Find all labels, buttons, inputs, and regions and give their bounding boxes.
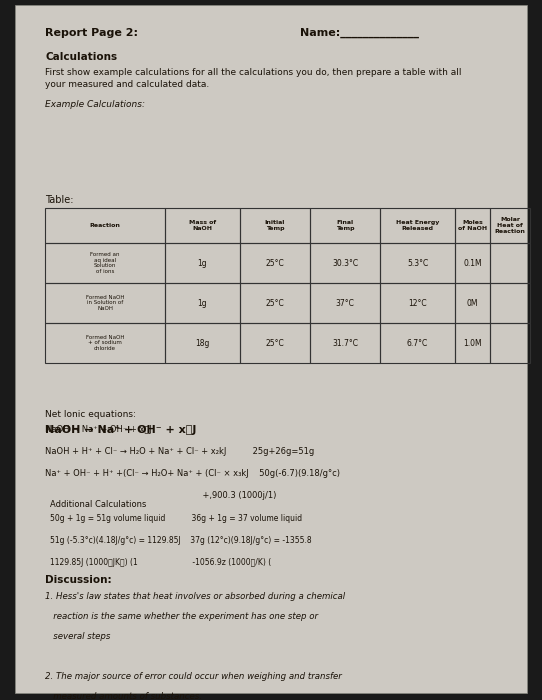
Bar <box>490 323 530 363</box>
Bar <box>45 243 165 283</box>
Text: 18g: 18g <box>195 339 210 347</box>
Bar <box>240 283 310 323</box>
Text: 0M: 0M <box>467 298 478 307</box>
Bar <box>490 283 530 323</box>
Text: Formed an
aq ideal
Solution
of ions: Formed an aq ideal Solution of ions <box>91 252 120 274</box>
Text: 0.1M: 0.1M <box>463 258 482 267</box>
Text: Table:: Table: <box>45 195 74 205</box>
Text: 1.0M: 1.0M <box>463 339 482 347</box>
Text: NaOH + H⁺ + Cl⁻ → H₂O + Na⁺ + Cl⁻ + x₂kJ          25g+26g=51g: NaOH + H⁺ + Cl⁻ → H₂O + Na⁺ + Cl⁻ + x₂kJ… <box>45 447 314 456</box>
Text: NaOH → Na⁺ + OH⁻ + xⰋJ: NaOH → Na⁺ + OH⁻ + xⰋJ <box>45 425 196 435</box>
Text: Additional Calculations: Additional Calculations <box>50 500 146 509</box>
Text: 30.3°C: 30.3°C <box>332 258 358 267</box>
Text: Example Calculations:: Example Calculations: <box>45 100 145 109</box>
Bar <box>455 323 490 363</box>
Bar <box>45 283 165 323</box>
Bar <box>310 243 380 283</box>
Bar <box>45 208 165 243</box>
Bar <box>490 208 530 243</box>
Text: 12°C: 12°C <box>408 298 427 307</box>
Bar <box>455 243 490 283</box>
Text: reaction is the same whether the experiment has one step or: reaction is the same whether the experim… <box>45 612 318 621</box>
Text: 1g: 1g <box>198 298 207 307</box>
Text: Molar
Heat of
Reaction: Molar Heat of Reaction <box>494 217 525 234</box>
Text: 1g: 1g <box>198 258 207 267</box>
Bar <box>380 283 455 323</box>
Bar <box>310 208 380 243</box>
Text: Reaction: Reaction <box>89 223 120 228</box>
Bar <box>380 323 455 363</box>
Bar <box>310 323 380 363</box>
Text: 25°C: 25°C <box>266 258 285 267</box>
Text: 37°C: 37°C <box>335 298 354 307</box>
Text: Na⁺ + OH⁻ + H⁺ +(Cl⁻ → H₂O+ Na⁺ + (Cl⁻ × x₃kJ    50g(-6.7)(9.18/g°c): Na⁺ + OH⁻ + H⁺ +(Cl⁻ → H₂O+ Na⁺ + (Cl⁻ ×… <box>45 469 340 478</box>
Text: several steps: several steps <box>45 632 111 641</box>
Text: Mass of
NaOH: Mass of NaOH <box>189 220 216 231</box>
Text: 50g + 1g = 51g volume liquid           36g + 1g = 37 volume liquid: 50g + 1g = 51g volume liquid 36g + 1g = … <box>50 514 302 523</box>
Text: Heat Energy
Released: Heat Energy Released <box>396 220 439 231</box>
Bar <box>240 323 310 363</box>
Text: 2. The major source of error could occur when weighing and transfer: 2. The major source of error could occur… <box>45 672 342 681</box>
Text: 1. Hess's law states that heat involves or absorbed during a chemical: 1. Hess's law states that heat involves … <box>45 592 345 601</box>
Text: 25°C: 25°C <box>266 298 285 307</box>
Bar <box>380 243 455 283</box>
Text: 51g (-5.3°c)(4.18J/g°c) = 1129.85J    37g (12°c)(9.18J/g°c) = -1355.8: 51g (-5.3°c)(4.18J/g°c) = 1129.85J 37g (… <box>50 536 312 545</box>
Bar <box>240 243 310 283</box>
Text: Calculations: Calculations <box>45 52 117 62</box>
Bar <box>455 208 490 243</box>
Text: Final
Temp: Final Temp <box>335 220 354 231</box>
Bar <box>455 283 490 323</box>
Bar <box>165 243 240 283</box>
Text: First show example calculations for all the calculations you do, then prepare a : First show example calculations for all … <box>45 68 461 77</box>
Bar <box>165 208 240 243</box>
Text: Initial
Temp: Initial Temp <box>265 220 285 231</box>
Text: 25°C: 25°C <box>266 339 285 347</box>
Text: 1129.85J (1000ⰋJKⰋ) (1                       -1056.9z (1000Ⰻ/K) (: 1129.85J (1000ⰋJKⰋ) (1 -1056.9z (1000Ⰻ/K… <box>50 558 271 567</box>
Text: Report Page 2:: Report Page 2: <box>45 28 138 38</box>
Text: NaOH → Na⁺ + OH⁻ + xⰋJ: NaOH → Na⁺ + OH⁻ + xⰋJ <box>45 425 152 434</box>
Text: 6.7°C: 6.7°C <box>407 339 428 347</box>
Bar <box>490 243 530 283</box>
Text: 31.7°C: 31.7°C <box>332 339 358 347</box>
Text: Name:______________: Name:______________ <box>300 28 419 38</box>
Bar <box>310 283 380 323</box>
Text: Moles
of NaOH: Moles of NaOH <box>458 220 487 231</box>
Bar <box>380 208 455 243</box>
Text: 5.3°C: 5.3°C <box>407 258 428 267</box>
Text: +,900.3 (1000j/1): +,900.3 (1000j/1) <box>45 491 276 500</box>
Text: Net Ionic equations:: Net Ionic equations: <box>45 410 136 419</box>
Text: your measured and calculated data.: your measured and calculated data. <box>45 80 209 89</box>
Text: measured amounts of substances.: measured amounts of substances. <box>45 692 202 700</box>
Text: Formed NaOH
+ of sodium
chloride: Formed NaOH + of sodium chloride <box>86 335 124 351</box>
Bar <box>165 283 240 323</box>
Bar <box>240 208 310 243</box>
Text: Discussion:: Discussion: <box>45 575 112 585</box>
Bar <box>45 323 165 363</box>
Bar <box>165 323 240 363</box>
Text: Formed NaOH
in Solution of
NaOH: Formed NaOH in Solution of NaOH <box>86 295 124 312</box>
